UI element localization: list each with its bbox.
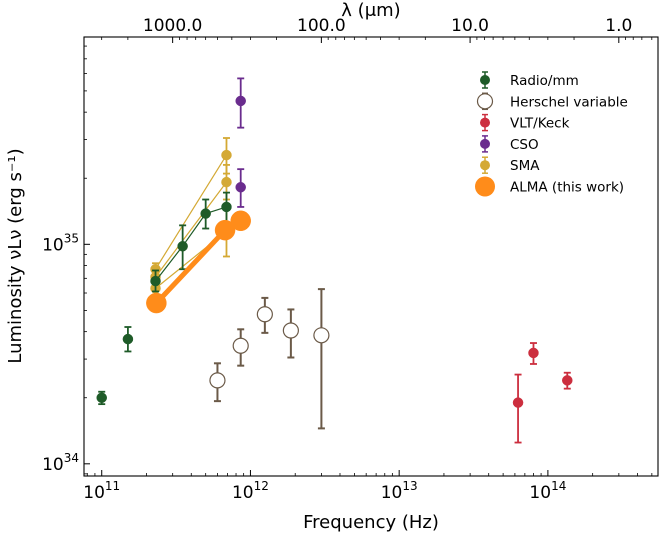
legend-entry-radio: Radio/mm bbox=[480, 71, 579, 89]
herschel-point bbox=[209, 372, 226, 389]
legend-entry-sma: SMA bbox=[480, 156, 540, 174]
y-tick-label-base: 10 bbox=[42, 235, 64, 255]
x-tick-label-exponent: 14 bbox=[551, 479, 566, 493]
x-tick-label-exponent: 11 bbox=[105, 479, 120, 493]
radio-point bbox=[96, 392, 107, 403]
series-layer bbox=[96, 77, 573, 444]
legend-marker bbox=[480, 117, 490, 128]
legend: Radio/mm Herschel variable VLT/Keck CSO SMA A… bbox=[475, 71, 628, 197]
radio-point bbox=[177, 240, 188, 252]
series-herschel bbox=[209, 288, 330, 430]
top-axis-label: λ (μm) bbox=[341, 0, 400, 21]
sma-line bbox=[154, 154, 228, 270]
herschel-point bbox=[282, 322, 299, 339]
y-tick-label: 1035 bbox=[42, 231, 79, 255]
alma-point bbox=[146, 292, 167, 314]
x-tick-label-base: 10 bbox=[83, 483, 105, 503]
y-axis-label: Luminosity νLν (erg s⁻¹) bbox=[5, 148, 26, 363]
x-axis-label: Frequency (Hz) bbox=[303, 512, 439, 533]
radio-line bbox=[154, 206, 228, 282]
radio-point bbox=[150, 275, 161, 287]
legend-label: Radio/mm bbox=[510, 73, 579, 89]
series-alma bbox=[146, 210, 251, 314]
legend-marker bbox=[476, 93, 494, 110]
sma-point bbox=[221, 176, 232, 188]
legend-marker bbox=[480, 138, 490, 149]
legend-entry-cso: CSO bbox=[480, 135, 539, 153]
legend-entry-vlt: VLT/Keck bbox=[480, 113, 570, 132]
y-tick-label-base: 10 bbox=[42, 455, 64, 475]
radio-point bbox=[200, 208, 211, 219]
herschel-point bbox=[232, 337, 249, 354]
series-vlt bbox=[512, 342, 573, 444]
top-tick-label: 10.0 bbox=[451, 16, 489, 36]
vlt-errorbar bbox=[514, 373, 522, 444]
vlt-point bbox=[528, 347, 539, 359]
legend-label: SMA bbox=[510, 158, 540, 174]
top-tick-label: 1.0 bbox=[605, 16, 632, 36]
x-tick-label-base: 10 bbox=[529, 483, 551, 503]
legend-label: VLT/Keck bbox=[510, 116, 570, 132]
x-tick-label-exponent: 12 bbox=[254, 479, 269, 493]
x-tick-label-base: 10 bbox=[232, 483, 254, 503]
vlt-point bbox=[562, 375, 573, 386]
radio-point bbox=[122, 333, 134, 345]
legend-label: Herschel variable bbox=[510, 94, 628, 110]
alma-point bbox=[214, 219, 236, 241]
x-tick-label: 1012 bbox=[232, 479, 269, 503]
sma-line bbox=[154, 181, 228, 278]
herschel-point bbox=[313, 327, 330, 344]
cso-point bbox=[235, 95, 246, 107]
legend-marker bbox=[475, 176, 495, 197]
sma-point bbox=[221, 149, 232, 161]
y-tick-label: 1034 bbox=[42, 451, 79, 475]
legend-entry-alma: ALMA (this work) bbox=[475, 176, 624, 197]
top-tick-label: 1000.0 bbox=[143, 16, 202, 36]
legend-marker bbox=[480, 160, 490, 171]
legend-marker bbox=[480, 75, 490, 85]
vlt-point bbox=[512, 397, 524, 408]
x-tick-label: 1013 bbox=[381, 479, 418, 503]
plot-frame bbox=[83, 36, 659, 477]
alma-point bbox=[230, 210, 251, 232]
x-tick-label-base: 10 bbox=[381, 483, 403, 503]
legend-entry-herschel: Herschel variable bbox=[476, 92, 628, 110]
herschel-point bbox=[256, 306, 273, 323]
y-tick-label-exponent: 35 bbox=[64, 231, 79, 245]
legend-label: ALMA (this work) bbox=[510, 180, 624, 196]
x-tick-label: 1011 bbox=[83, 479, 120, 503]
herschel-errorbar bbox=[317, 288, 325, 430]
top-tick-label: 100.0 bbox=[297, 16, 346, 36]
x-tick-label-exponent: 13 bbox=[402, 479, 417, 493]
y-tick-label-exponent: 34 bbox=[64, 451, 79, 465]
cso-point bbox=[235, 181, 246, 193]
legend-label: CSO bbox=[510, 137, 539, 153]
x-tick-label: 1014 bbox=[529, 479, 566, 503]
radio-point bbox=[221, 201, 232, 213]
series-cso bbox=[235, 77, 246, 208]
